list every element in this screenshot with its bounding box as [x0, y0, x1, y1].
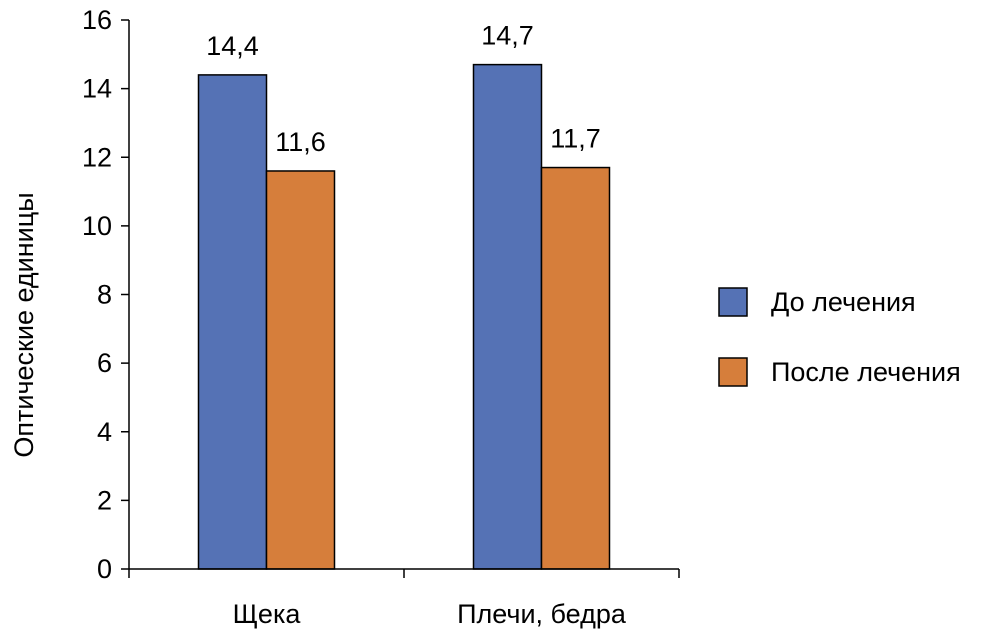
y-tick-label: 2 — [97, 485, 112, 515]
legend: До лечения После лечения — [718, 287, 961, 387]
bar-before-1 — [472, 63, 543, 570]
bar-after-0 — [265, 170, 336, 570]
x-tick-label: Щека — [233, 599, 302, 629]
data-label: 11,6 — [275, 127, 326, 157]
x-tick-label: Плечи, бедра — [457, 599, 627, 629]
bar-after-1 — [540, 166, 611, 570]
y-tick-label: 4 — [97, 417, 112, 447]
data-label: 14,7 — [481, 21, 534, 51]
y-tick-label: 10 — [82, 211, 112, 241]
y-tick-label: 16 — [82, 5, 112, 35]
y-tick-label: 8 — [97, 280, 112, 310]
legend-swatch-before — [718, 287, 748, 317]
y-tick-label: 14 — [82, 74, 112, 104]
y-tick-label: 0 — [97, 554, 112, 584]
plot-area: 0 2 4 6 8 10 12 14 16 14,4 11,6 Щека 14,7 11,7 Плечи, … — [82, 5, 680, 629]
y-tick-label: 12 — [82, 142, 112, 172]
y-axis-title: Оптические единицы — [9, 192, 39, 457]
data-label: 14,4 — [206, 31, 259, 61]
bar-before-0 — [197, 74, 268, 570]
data-label: 11,7 — [550, 124, 601, 154]
legend-swatch-after — [718, 357, 748, 387]
y-tick-label: 6 — [97, 348, 112, 378]
legend-label-before: До лечения — [771, 287, 916, 317]
legend-label-after: После лечения — [771, 357, 961, 387]
